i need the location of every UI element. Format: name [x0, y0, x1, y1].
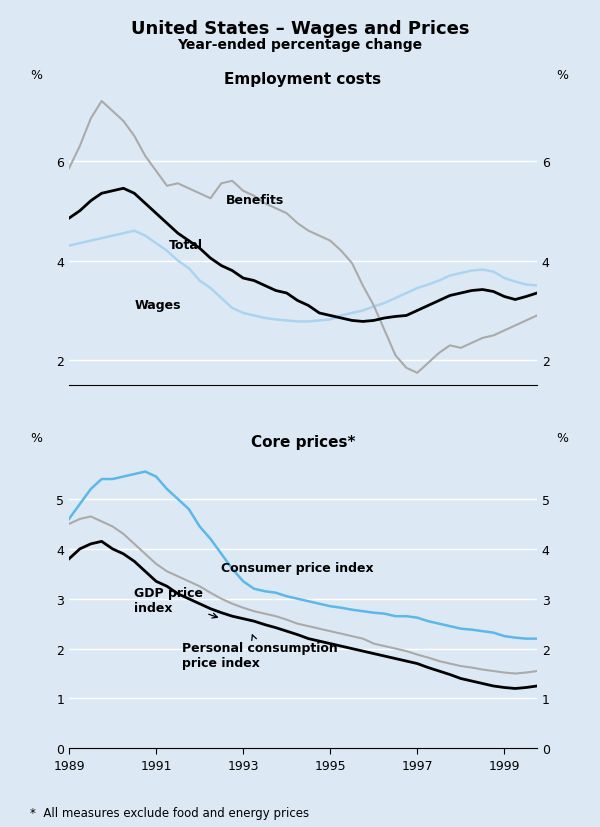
Text: Benefits: Benefits [226, 194, 284, 207]
Text: %: % [30, 431, 42, 444]
Text: Employment costs: Employment costs [224, 72, 382, 87]
Text: Total: Total [169, 239, 203, 251]
Text: United States – Wages and Prices: United States – Wages and Prices [131, 20, 469, 38]
Text: %: % [557, 431, 569, 444]
Text: Personal consumption
price index: Personal consumption price index [182, 635, 338, 669]
Text: *  All measures exclude food and energy prices: * All measures exclude food and energy p… [30, 805, 309, 819]
Text: Year-ended percentage change: Year-ended percentage change [178, 38, 422, 52]
Text: %: % [557, 69, 569, 82]
Text: Consumer price index: Consumer price index [221, 562, 374, 575]
Text: Core prices*: Core prices* [251, 434, 355, 449]
Text: %: % [30, 69, 42, 82]
Text: GDP price
index: GDP price index [134, 586, 217, 619]
Text: Wages: Wages [134, 299, 181, 312]
